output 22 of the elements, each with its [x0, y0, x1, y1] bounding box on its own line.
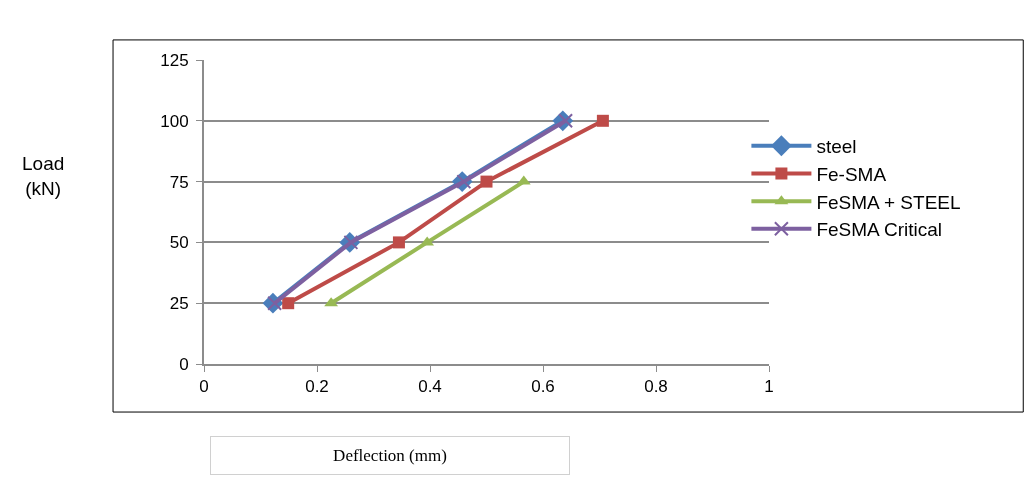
text: Load (kN): [22, 153, 65, 199]
x-tick-label: 1: [764, 377, 774, 397]
y-tick-label: 125: [160, 50, 189, 70]
x-tick-label: 0: [199, 377, 209, 397]
x-tick-label: 0.6: [531, 377, 555, 397]
y-tick-label: 0: [179, 354, 189, 374]
point: [596, 114, 609, 127]
x-axis-title: Deflection (mm): [333, 446, 447, 465]
legend-label: FeSMA + STEEL: [816, 191, 961, 213]
point: [282, 297, 295, 310]
x-tick-label: 0.4: [418, 377, 442, 397]
legend-label: FeSMA Critical: [816, 219, 943, 241]
y-tick-label: 50: [169, 233, 189, 253]
legend-label: steel: [816, 136, 857, 158]
x-tick-label: 0.2: [305, 377, 329, 397]
y-tick-label: 25: [169, 294, 189, 314]
y-tick-label: 75: [169, 172, 189, 192]
point: [392, 236, 405, 249]
point: [480, 175, 493, 188]
legend-label: Fe-SMA: [816, 163, 887, 185]
y-tick-label: 100: [160, 111, 189, 131]
x-tick-label: 0.8: [644, 377, 668, 397]
